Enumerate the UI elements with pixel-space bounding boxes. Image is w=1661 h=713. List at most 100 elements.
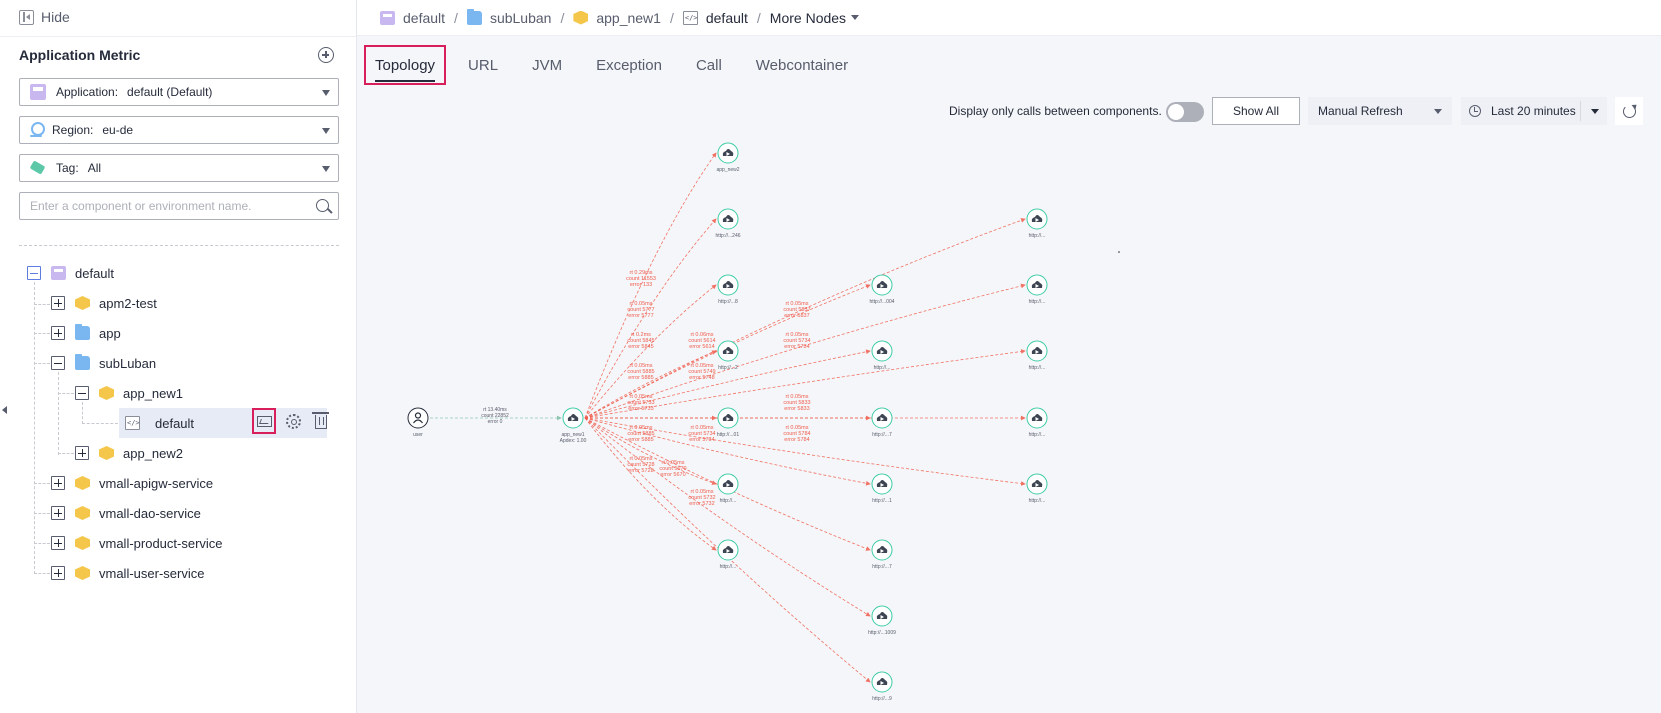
collapse-icon[interactable] (27, 266, 41, 280)
service-node[interactable]: http://...7 (871, 407, 893, 438)
collapse-icon[interactable] (75, 386, 89, 400)
service-node[interactable]: http://...246 (715, 208, 741, 239)
cloud-icon (876, 678, 888, 685)
play-icon (1035, 350, 1039, 354)
node-label: http://... (1029, 365, 1046, 371)
edge-label-line: count 5614 (688, 338, 715, 344)
application-select[interactable]: Application: default (Default) (19, 78, 339, 106)
monitor-button[interactable] (252, 408, 276, 434)
service-node[interactable]: http://... (1026, 407, 1048, 438)
component-icon (99, 386, 114, 400)
topology-edge-labels: rt 13.40ms count 22852 error 0rt 0.29ms cou… (481, 270, 810, 507)
refresh-button[interactable] (1615, 97, 1643, 125)
search-input[interactable] (30, 199, 300, 213)
caret-down-icon (322, 166, 330, 172)
expand-icon[interactable] (51, 476, 65, 490)
expand-icon[interactable] (51, 326, 65, 340)
settings-button[interactable] (282, 410, 304, 432)
tree-node-default-env[interactable]: default (119, 408, 327, 438)
service-node[interactable]: http://...8 (717, 274, 739, 305)
tree-node-app-new2[interactable]: app_new2 (75, 438, 183, 468)
tab-topology[interactable]: Topology (364, 45, 447, 85)
service-node[interactable]: http://...2 (717, 340, 739, 371)
service-node[interactable]: app_new2 (716, 142, 740, 173)
tab-exception[interactable]: Exception (584, 45, 674, 85)
node-label: http://...8 (718, 299, 738, 305)
sidebar: Hide Application Metric Application: def… (0, 0, 357, 713)
tab-webcontainer[interactable]: Webcontainer (744, 45, 860, 85)
service-node[interactable]: http://... (1026, 274, 1048, 305)
add-circle-icon[interactable] (318, 47, 334, 63)
service-node[interactable]: http://... (717, 473, 739, 504)
calls-only-label: Display only calls between components. (949, 104, 1162, 118)
service-node[interactable]: http://...9 (871, 671, 893, 702)
edge-label-line: rt 0.05ms (630, 363, 653, 369)
tag-select[interactable]: Tag: All (19, 154, 339, 182)
more-nodes-dropdown[interactable]: More Nodes (770, 10, 860, 26)
region-select[interactable]: Region: eu-de (19, 116, 339, 144)
edge-label-line: error 5748 (689, 375, 714, 381)
expand-icon[interactable] (51, 506, 65, 520)
tree-node-label: subLuban (99, 355, 157, 371)
service-node[interactable]: http://... (1026, 473, 1048, 504)
tab-call[interactable]: Call (684, 45, 734, 85)
node-label: http://... (874, 365, 891, 371)
node-label: http://... (1029, 233, 1046, 239)
play-icon (880, 417, 884, 421)
service-node[interactable]: http://... (1026, 340, 1048, 371)
service-node[interactable]: http://...01 (717, 407, 739, 438)
expand-icon[interactable] (51, 296, 65, 310)
edge-label-line: error 5833 (784, 406, 809, 412)
delete-button[interactable] (310, 410, 332, 432)
expand-icon[interactable] (75, 446, 89, 460)
play-icon (1035, 218, 1039, 222)
expand-icon[interactable] (51, 536, 65, 550)
tree-node-app-new1[interactable]: app_new1 (75, 378, 183, 408)
tree-node-vmall-apigw-service[interactable]: vmall-apigw-service (51, 468, 213, 498)
cloud-icon (876, 414, 888, 421)
tree-node-subluban[interactable]: subLuban (51, 348, 156, 378)
breadcrumb-item[interactable]: default (682, 10, 748, 26)
divider (19, 245, 339, 246)
expand-icon[interactable] (51, 566, 65, 580)
tree-node-apm2-test[interactable]: apm2-test (51, 288, 157, 318)
topology-edge (584, 417, 1026, 486)
time-range-select[interactable]: Last 20 minutes (1461, 97, 1607, 125)
breadcrumb-item[interactable]: subLuban (466, 8, 552, 26)
refresh-mode-select[interactable]: Manual Refresh (1308, 97, 1452, 125)
caret-down-icon (1591, 109, 1599, 114)
service-node[interactable]: http://...7 (871, 539, 893, 570)
tab-url[interactable]: URL (456, 45, 510, 85)
tree-node-vmall-product-service[interactable]: vmall-product-service (51, 528, 223, 558)
show-all-button[interactable]: Show All (1212, 97, 1300, 125)
cloud-icon (1031, 281, 1043, 288)
breadcrumb-separator: / (560, 9, 565, 26)
collapse-icon[interactable] (51, 356, 65, 370)
service-node[interactable]: http://...1009 (868, 605, 896, 636)
user-node[interactable]: user (407, 407, 429, 438)
service-node[interactable]: http://... (1026, 208, 1048, 239)
service-node[interactable]: http://...1 (871, 473, 893, 504)
tree-node-root[interactable]: default (27, 258, 114, 288)
calls-only-toggle[interactable] (1166, 102, 1204, 122)
hide-sidebar-button[interactable]: Hide (19, 9, 70, 25)
tree-node-vmall-user-service[interactable]: vmall-user-service (51, 558, 204, 588)
breadcrumb-item[interactable]: default (380, 10, 445, 26)
tab-jvm[interactable]: JVM (520, 45, 574, 85)
tree-node-vmall-dao-service[interactable]: vmall-dao-service (51, 498, 201, 528)
edge-label-line: count 5734 (688, 431, 715, 437)
topology-graph[interactable]: rt 13.40ms count 22852 error 0rt 0.29ms cou… (357, 130, 1661, 713)
search-icon[interactable] (316, 199, 329, 212)
service-node[interactable]: http://...004 (869, 274, 895, 305)
edge-label-line: error 133 (630, 282, 652, 288)
service-node[interactable]: http://... (871, 340, 893, 371)
tree-node-label: vmall-product-service (99, 535, 223, 551)
service-node[interactable]: http://... (717, 539, 739, 570)
edge-label-line: error 5837 (784, 313, 809, 319)
breadcrumb-label: subLuban (489, 9, 552, 26)
tree-node-app[interactable]: app (51, 318, 121, 348)
breadcrumb-item[interactable]: app_new1 (573, 10, 661, 26)
collapse-left-icon[interactable] (2, 406, 7, 414)
cloud-icon (876, 480, 888, 487)
